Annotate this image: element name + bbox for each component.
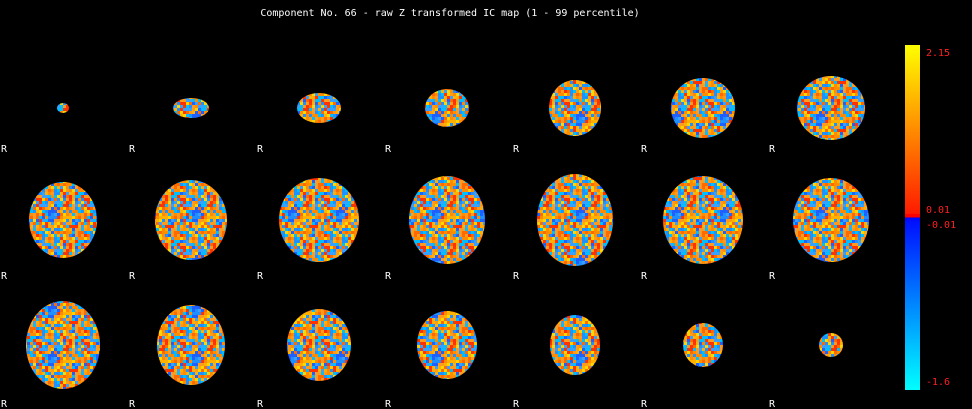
brain-slice — [683, 323, 723, 367]
brain-slice — [173, 98, 209, 118]
brain-slice — [417, 311, 477, 379]
orientation-label: R — [385, 399, 392, 409]
orientation-label: R — [641, 271, 648, 282]
orientation-label: R — [769, 271, 776, 282]
brain-slice — [155, 180, 227, 260]
brain-slice — [537, 174, 613, 266]
brain-slice — [425, 89, 469, 127]
brain-slice — [409, 176, 485, 264]
orientation-label: R — [257, 271, 264, 282]
orientation-label: R — [769, 399, 776, 409]
orientation-label: R — [257, 399, 264, 409]
orientation-label: R — [385, 144, 392, 155]
orientation-label: R — [1, 144, 8, 155]
orientation-label: R — [1, 271, 8, 282]
brain-slice — [29, 182, 97, 258]
brain-slice — [793, 178, 869, 262]
slice-grid: R R R R R R R R R R R R R R R R R R R R R — [1, 76, 869, 409]
brain-slice — [550, 315, 600, 375]
orientation-label: R — [129, 399, 136, 409]
orientation-label: R — [257, 144, 264, 155]
orientation-label: R — [513, 399, 520, 409]
brain-slice — [549, 80, 601, 136]
colorbar-label: -1.6 — [926, 377, 950, 388]
orientation-label: R — [1, 399, 8, 409]
orientation-label: R — [513, 271, 520, 282]
brain-slice — [671, 78, 735, 138]
orientation-label: R — [385, 271, 392, 282]
orientation-label: R — [641, 399, 648, 409]
colorbar-label: 2.15 — [926, 48, 950, 59]
orientation-label: R — [129, 144, 136, 155]
brain-slice — [287, 309, 351, 381]
brain-slice — [663, 176, 743, 264]
colorbar-label: 0.01 — [926, 205, 950, 216]
figure-title: Component No. 66 - raw Z transformed IC … — [260, 8, 639, 19]
orientation-label: R — [513, 144, 520, 155]
brain-slice — [26, 301, 100, 389]
brain-slice — [157, 305, 225, 385]
brain-slice — [57, 103, 69, 113]
brain-slice — [819, 333, 843, 357]
colorbar — [905, 45, 920, 390]
orientation-label: R — [641, 144, 648, 155]
orientation-label: R — [129, 271, 136, 282]
colorbar-label: -0.01 — [926, 220, 956, 231]
brain-slice — [279, 178, 359, 262]
brain-slice — [297, 93, 341, 123]
brain-slice — [797, 76, 865, 140]
orientation-label: R — [769, 144, 776, 155]
